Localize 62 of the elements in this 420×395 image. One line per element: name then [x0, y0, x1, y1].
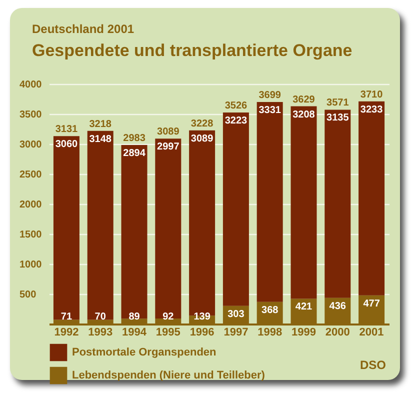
data-label: 477 — [363, 298, 380, 310]
x-tick-label: 1997 — [224, 326, 248, 338]
chart-title: Gespendete und transplantierte Organe — [32, 41, 352, 61]
y-tick-label: 2500 — [20, 170, 42, 180]
bar — [290, 106, 317, 299]
bar — [256, 102, 283, 302]
legend-label: Lebendspenden (Niere und Teilleber) — [72, 370, 266, 382]
data-label: 3135 — [326, 112, 350, 124]
total-label: 2983 — [123, 133, 146, 144]
total-label: 3228 — [190, 118, 214, 130]
bar — [324, 110, 351, 298]
y-tick-label: 1500 — [20, 230, 42, 240]
total-label: 3571 — [326, 98, 350, 109]
total-label: 3131 — [55, 124, 78, 136]
bar — [222, 112, 249, 306]
bar — [155, 138, 182, 318]
data-label: 70 — [94, 311, 106, 322]
data-label: 3148 — [89, 134, 112, 145]
total-label: 3526 — [224, 100, 248, 112]
data-label: 3060 — [55, 139, 78, 150]
bar — [121, 145, 148, 319]
data-label: 3233 — [360, 104, 384, 116]
x-tick-label: 2000 — [325, 326, 350, 338]
y-tick-label: 2000 — [20, 200, 42, 210]
data-label: 71 — [60, 311, 72, 322]
x-tick-label: 1994 — [122, 326, 148, 338]
data-label: 92 — [162, 311, 174, 322]
data-label: 2894 — [123, 148, 146, 160]
y-tick-label: 1000 — [20, 260, 42, 270]
chart-subtitle: Deutschland 2001 — [32, 22, 134, 36]
data-label: 3089 — [190, 133, 214, 144]
data-label: 3223 — [224, 115, 248, 126]
x-tick-label: 1995 — [156, 326, 180, 338]
y-tick-label: 4000 — [20, 80, 42, 90]
data-label: 89 — [128, 311, 140, 322]
total-label: 3629 — [292, 94, 316, 106]
x-tick-label: 1993 — [88, 326, 113, 338]
y-tick-label: 3000 — [20, 140, 42, 150]
x-tick-label: 2001 — [359, 326, 384, 338]
data-label: 436 — [329, 300, 346, 312]
y-tick-label: 500 — [20, 290, 37, 300]
data-label: 368 — [262, 304, 279, 316]
bar — [53, 136, 80, 320]
x-tick-label: 1999 — [292, 326, 316, 338]
data-label: 139 — [194, 311, 211, 322]
text: DSO — [360, 358, 386, 372]
total-label: 3089 — [157, 126, 180, 138]
x-tick-label: 1996 — [190, 326, 214, 338]
total-label: 3218 — [89, 118, 112, 130]
total-label: 3699 — [258, 90, 282, 102]
bar — [87, 130, 114, 320]
total-label: 3710 — [360, 89, 384, 100]
bar — [358, 101, 385, 296]
data-label: 3331 — [258, 105, 282, 116]
data-label: 421 — [295, 302, 313, 313]
y-tick-label: 3500 — [20, 110, 42, 120]
data-label: 2997 — [157, 142, 180, 153]
x-tick-label: 1998 — [258, 326, 282, 338]
data-label: 303 — [228, 308, 245, 320]
data-label: 3208 — [292, 109, 316, 120]
legend-label: Postmortale Organspenden — [72, 346, 217, 358]
x-tick-label: 1992 — [54, 326, 79, 338]
